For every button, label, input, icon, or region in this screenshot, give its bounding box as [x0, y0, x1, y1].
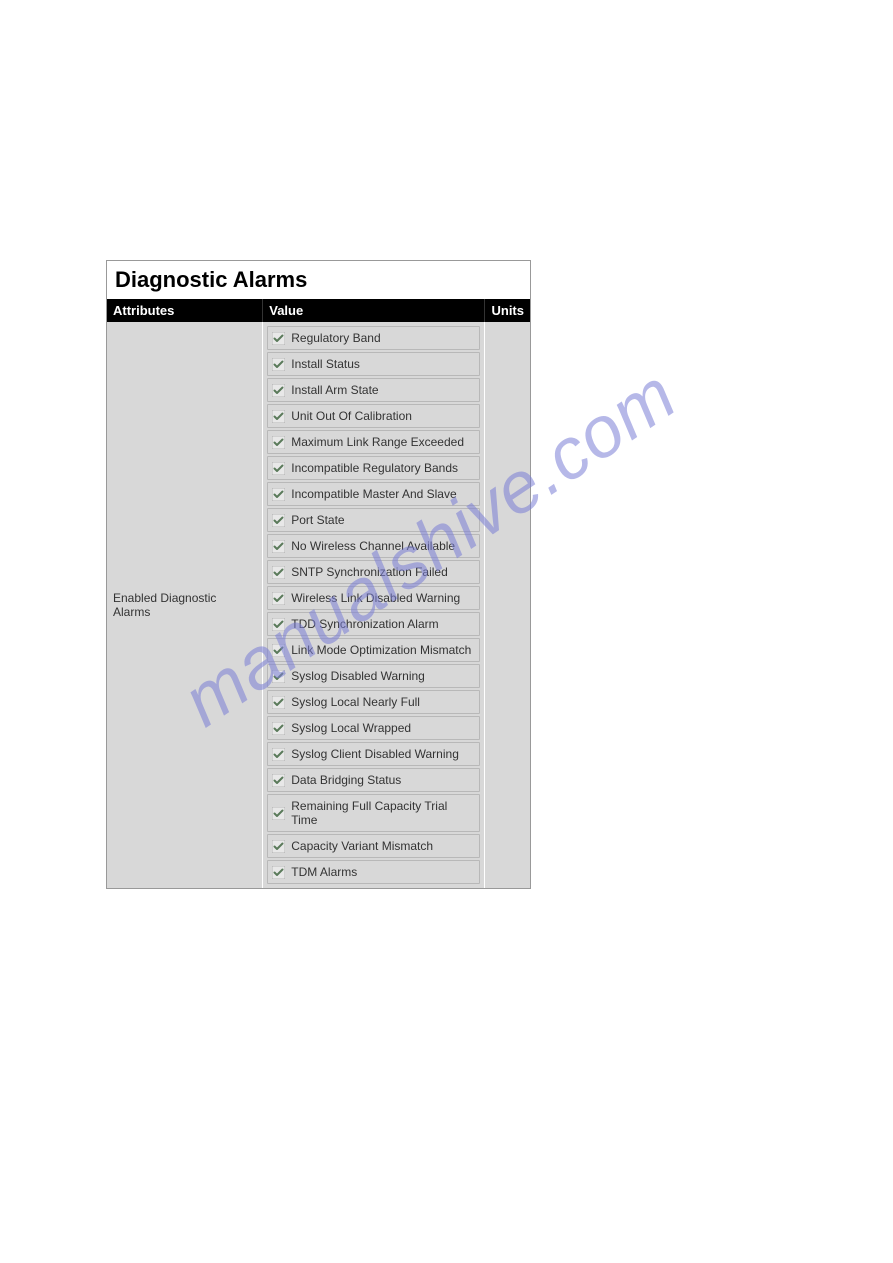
alarm-label: Syslog Disabled Warning [291, 669, 425, 683]
checkmark-icon[interactable] [272, 332, 285, 345]
alarm-label: No Wireless Channel Available [291, 539, 455, 553]
checkmark-icon[interactable] [272, 514, 285, 527]
checkmark-icon[interactable] [272, 566, 285, 579]
column-header-value: Value [263, 299, 485, 322]
alarm-label: Capacity Variant Mismatch [291, 839, 433, 853]
checkmark-icon[interactable] [272, 488, 285, 501]
checkmark-icon[interactable] [272, 384, 285, 397]
alarm-label: TDD Synchronization Alarm [291, 617, 438, 631]
table-row: Enabled Diagnostic Alarms Regulatory Ban… [107, 322, 530, 888]
checkmark-icon[interactable] [272, 644, 285, 657]
checkmark-icon[interactable] [272, 866, 285, 879]
checkmark-icon[interactable] [272, 748, 285, 761]
diagnostic-alarms-panel: Diagnostic Alarms Attributes Value Units… [106, 260, 531, 889]
alarm-label: Incompatible Master And Slave [291, 487, 456, 501]
alarm-label: Syslog Local Wrapped [291, 721, 411, 735]
checkmark-icon[interactable] [272, 410, 285, 423]
checkmark-icon[interactable] [272, 840, 285, 853]
checkmark-icon[interactable] [272, 807, 285, 820]
alarm-checkbox-item[interactable]: Incompatible Regulatory Bands [267, 456, 480, 480]
alarm-label: Syslog Local Nearly Full [291, 695, 420, 709]
alarm-label: Syslog Client Disabled Warning [291, 747, 459, 761]
alarm-checkbox-item[interactable]: Port State [267, 508, 480, 532]
alarm-checkbox-item[interactable]: Link Mode Optimization Mismatch [267, 638, 480, 662]
alarm-checkbox-item[interactable]: TDM Alarms [267, 860, 480, 884]
checkmark-icon[interactable] [272, 358, 285, 371]
alarm-checkbox-item[interactable]: Syslog Local Wrapped [267, 716, 480, 740]
alarm-checkbox-item[interactable]: Wireless Link Disabled Warning [267, 586, 480, 610]
checkmark-icon[interactable] [272, 696, 285, 709]
alarm-label: Wireless Link Disabled Warning [291, 591, 460, 605]
alarm-checkbox-item[interactable]: Install Status [267, 352, 480, 376]
checkmark-icon[interactable] [272, 540, 285, 553]
alarm-label: Link Mode Optimization Mismatch [291, 643, 471, 657]
alarms-table: Attributes Value Units Enabled Diagnosti… [107, 299, 530, 888]
panel-title: Diagnostic Alarms [107, 261, 530, 299]
value-cell: Regulatory Band Install Status Install Arm… [263, 322, 485, 888]
units-cell [485, 322, 530, 888]
alarm-label: Install Arm State [291, 383, 378, 397]
alarm-checkbox-item[interactable]: Unit Out Of Calibration [267, 404, 480, 428]
alarm-label: Port State [291, 513, 344, 527]
checkmark-icon[interactable] [272, 774, 285, 787]
alarm-checkbox-item[interactable]: Syslog Disabled Warning [267, 664, 480, 688]
alarm-label: SNTP Synchronization Failed [291, 565, 448, 579]
alarm-label: Maximum Link Range Exceeded [291, 435, 464, 449]
alarm-label: TDM Alarms [291, 865, 357, 879]
checkmark-icon[interactable] [272, 592, 285, 605]
alarm-checkbox-item[interactable]: Remaining Full Capacity Trial Time [267, 794, 480, 832]
alarm-label: Regulatory Band [291, 331, 380, 345]
alarm-checkbox-item[interactable]: Maximum Link Range Exceeded [267, 430, 480, 454]
alarm-checkbox-item[interactable]: Data Bridging Status [267, 768, 480, 792]
alarm-label: Remaining Full Capacity Trial Time [291, 799, 475, 827]
alarm-checkbox-item[interactable]: Capacity Variant Mismatch [267, 834, 480, 858]
attribute-label: Enabled Diagnostic Alarms [107, 322, 263, 888]
alarm-checkbox-item[interactable]: Syslog Local Nearly Full [267, 690, 480, 714]
table-header-row: Attributes Value Units [107, 299, 530, 322]
checkmark-icon[interactable] [272, 618, 285, 631]
checkmark-icon[interactable] [272, 722, 285, 735]
alarm-checkbox-item[interactable]: Install Arm State [267, 378, 480, 402]
alarm-checkbox-item[interactable]: Regulatory Band [267, 326, 480, 350]
checkmark-icon[interactable] [272, 436, 285, 449]
alarm-label: Incompatible Regulatory Bands [291, 461, 458, 475]
alarm-checkbox-item[interactable]: Syslog Client Disabled Warning [267, 742, 480, 766]
alarm-label: Data Bridging Status [291, 773, 401, 787]
alarm-checkbox-item[interactable]: Incompatible Master And Slave [267, 482, 480, 506]
column-header-units: Units [485, 299, 530, 322]
alarm-checkbox-item[interactable]: SNTP Synchronization Failed [267, 560, 480, 584]
alarm-label: Install Status [291, 357, 360, 371]
alarm-checkbox-item[interactable]: TDD Synchronization Alarm [267, 612, 480, 636]
column-header-attributes: Attributes [107, 299, 263, 322]
checkmark-icon[interactable] [272, 670, 285, 683]
alarm-checkbox-item[interactable]: No Wireless Channel Available [267, 534, 480, 558]
checkmark-icon[interactable] [272, 462, 285, 475]
alarm-label: Unit Out Of Calibration [291, 409, 412, 423]
